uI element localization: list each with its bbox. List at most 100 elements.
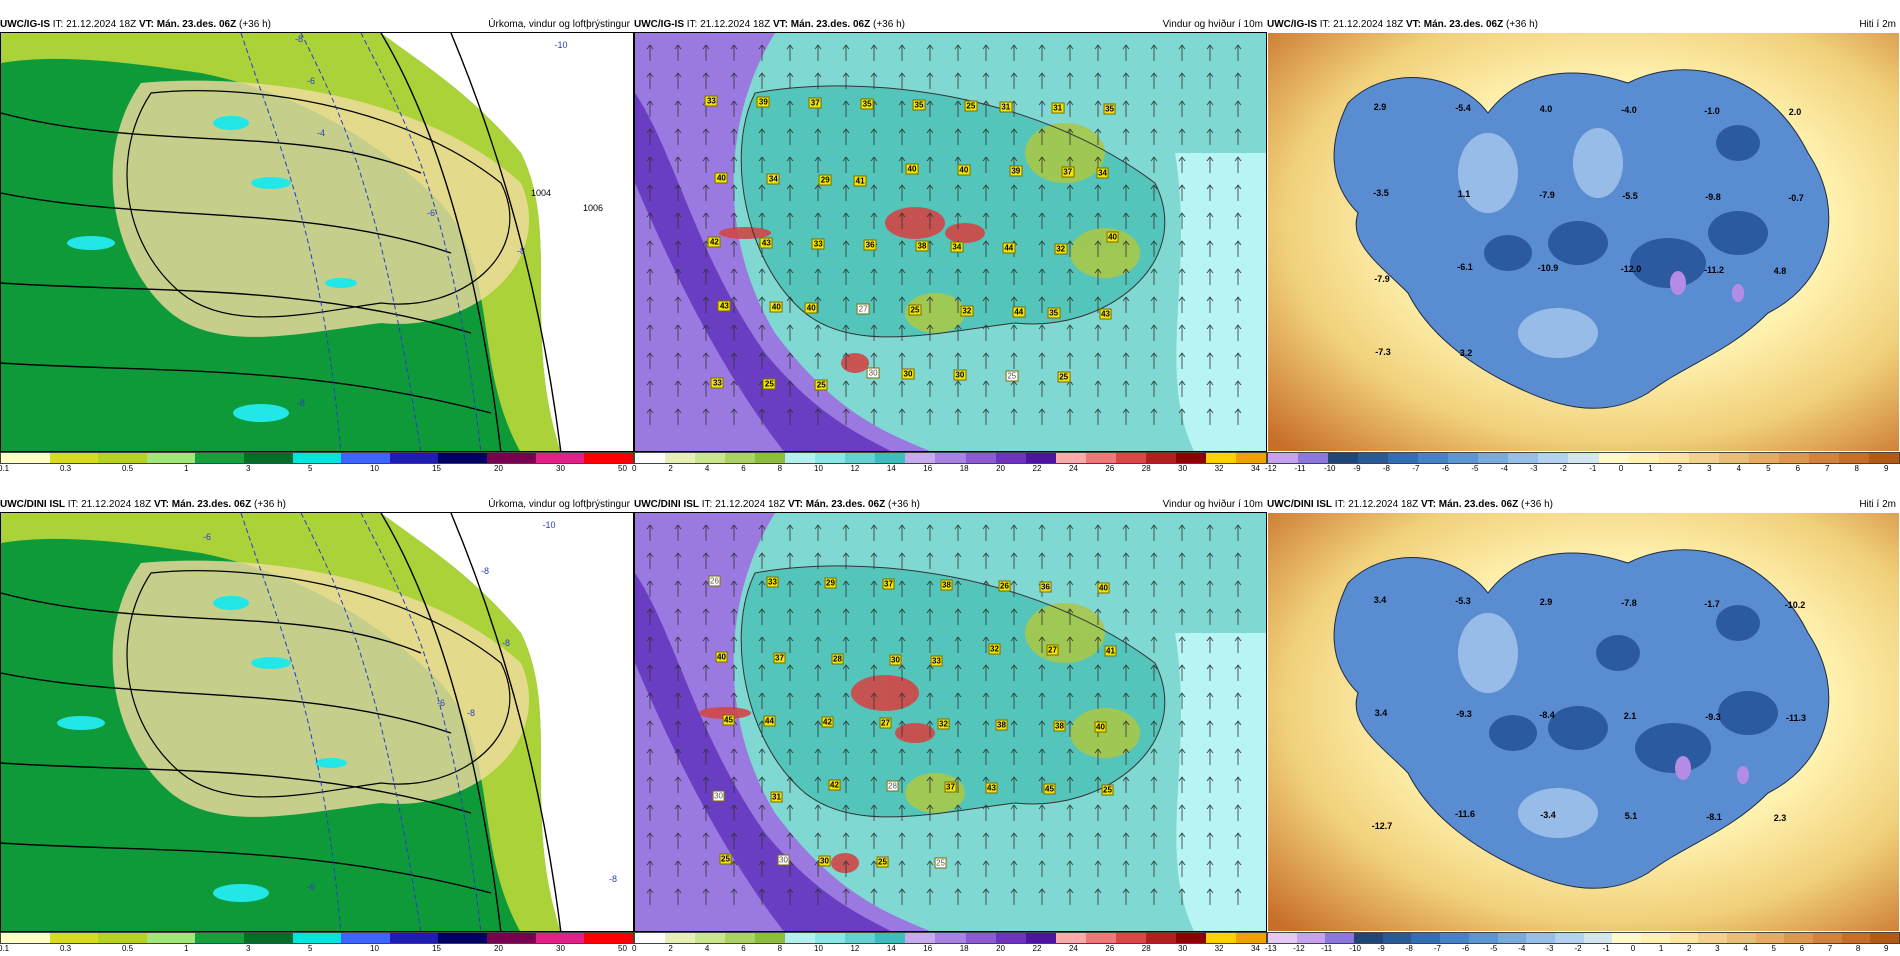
wind-arrow bbox=[814, 72, 822, 89]
colorbar-tick-label: 7 bbox=[1827, 944, 1833, 953]
wind-arrow bbox=[702, 212, 710, 229]
gust-value: 25 bbox=[908, 304, 922, 316]
gust-value: 25 bbox=[719, 853, 732, 865]
wind-arrow bbox=[1094, 72, 1102, 89]
wind-arrow bbox=[842, 860, 850, 877]
valid-time-label: VT: Mán. 23.des. 06Z bbox=[138, 19, 237, 30]
wind-arrow bbox=[702, 580, 710, 597]
wind-arrow bbox=[730, 608, 738, 625]
wind-arrow bbox=[786, 804, 794, 821]
temperature-value: -6.1 bbox=[1457, 262, 1473, 272]
wind-arrow bbox=[646, 748, 654, 765]
wind-arrow bbox=[1038, 240, 1046, 257]
colorbar-swatch bbox=[815, 453, 846, 463]
wind-arrow bbox=[1234, 324, 1242, 341]
wind-arrow bbox=[786, 664, 794, 681]
wind-arrow bbox=[870, 72, 878, 89]
colorbar-swatch bbox=[695, 453, 726, 463]
wind-arrow bbox=[898, 608, 906, 625]
colorbar-tick-label: 30 bbox=[1178, 464, 1188, 473]
precip-map[interactable]: -10 -8 -6 -8 -8 -6 -8 -6 bbox=[0, 512, 634, 932]
wind-arrow bbox=[674, 240, 682, 257]
gust-value: 30 bbox=[866, 367, 880, 379]
wind-arrow bbox=[1150, 100, 1158, 117]
wind-arrow bbox=[814, 524, 822, 541]
gust-value: 30 bbox=[889, 654, 902, 666]
wind-arrow bbox=[1122, 524, 1130, 541]
wind-arrow bbox=[1066, 776, 1074, 793]
colorbar-tick-label: 3 bbox=[246, 464, 251, 473]
valid-time-label: VT: Mán. 23.des. 06Z bbox=[153, 499, 252, 510]
wind-arrow bbox=[898, 888, 906, 905]
wind-arrow bbox=[1010, 608, 1018, 625]
wind-arrow bbox=[982, 748, 990, 765]
wind-arrow bbox=[1122, 100, 1130, 117]
colorbar-swatch bbox=[1354, 933, 1383, 943]
colorbar-tick-label: 6 bbox=[741, 944, 746, 953]
colorbar-tick-label: -1 bbox=[1589, 464, 1597, 473]
wind-arrow bbox=[1150, 860, 1158, 877]
wind-arrow bbox=[702, 720, 710, 737]
wind-arrow bbox=[758, 804, 766, 821]
panel-header: UWC/IG-IS IT: 21.12.2024 18Z VT: Mán. 23… bbox=[0, 18, 271, 32]
wind-arrow bbox=[1234, 184, 1242, 201]
wind-arrow bbox=[1010, 552, 1018, 569]
colorbar-tick-label: 8 bbox=[1854, 464, 1859, 473]
mild-inland-zones bbox=[1458, 128, 1623, 358]
wind-arrow bbox=[898, 664, 906, 681]
wind-arrow bbox=[786, 552, 794, 569]
wind-arrow bbox=[954, 212, 962, 229]
wind-arrow bbox=[1234, 804, 1242, 821]
wind-arrow bbox=[1066, 128, 1074, 145]
temperature-map[interactable]: 2.9 -5.4 4.0 -4.0 -1.0 2.0 -3.5 1.1 -7.9 -5.5 -9.8… bbox=[1267, 32, 1900, 452]
wind-arrow bbox=[1094, 608, 1102, 625]
colorbar-swatch bbox=[341, 933, 390, 943]
wind-map[interactable]: 33 39 37 35 35 25 31 31 35 40 34 29 41 40 40 39 37 34 42 43… bbox=[634, 32, 1267, 452]
wind-arrow bbox=[842, 608, 850, 625]
colorbar-swatch bbox=[875, 933, 906, 943]
model-label: UWC/IG-IS bbox=[1267, 19, 1317, 30]
wind-arrow bbox=[1122, 664, 1130, 681]
wind-arrow bbox=[870, 128, 878, 145]
temperature-value: -7.3 bbox=[1375, 347, 1391, 357]
wind-arrow bbox=[786, 380, 794, 397]
temperature-map[interactable]: 3.4 -5.3 2.9 -7.8 -1.7 -10.2 3.4 -9.3 -8.4 2.1 -9.… bbox=[1267, 512, 1900, 932]
init-time-label: IT: 21.12.2024 18Z bbox=[67, 499, 152, 510]
precip-map[interactable]: -10 -8 -6 -4 -8 -6 -8 1004 1006 bbox=[0, 32, 634, 452]
wind-arrow bbox=[1122, 832, 1130, 849]
wind-arrow bbox=[898, 44, 906, 61]
temperature-value: -4.0 bbox=[1621, 105, 1637, 115]
wind-arrow bbox=[1066, 608, 1074, 625]
wind-arrow bbox=[982, 580, 990, 597]
gust-value: 34 bbox=[1096, 167, 1109, 179]
wind-map[interactable]: 26 33 29 37 38 26 36 40 40 37 28 30 33 32 27 41 45 44 42 27… bbox=[634, 512, 1267, 932]
colorbar-tick-label: 26 bbox=[1105, 464, 1115, 473]
panel-title: Vindur og hviður í 10m bbox=[1162, 499, 1263, 510]
colorbar-swatch bbox=[965, 933, 996, 943]
wind-arrow bbox=[1094, 324, 1102, 341]
wind-arrow bbox=[1206, 156, 1214, 173]
wind-arrow bbox=[1094, 296, 1102, 313]
wind-arrow bbox=[954, 776, 962, 793]
wind-arrow bbox=[842, 692, 850, 709]
temperature-value: 2.1 bbox=[1623, 711, 1637, 721]
wind-arrow bbox=[1234, 832, 1242, 849]
wind-arrow bbox=[1094, 352, 1102, 369]
wind-arrow bbox=[1094, 240, 1102, 257]
colorbar-swatch bbox=[785, 453, 816, 463]
wind-arrow bbox=[982, 608, 990, 625]
colorbar-swatch bbox=[1268, 933, 1297, 943]
wind-arrow bbox=[1038, 352, 1046, 369]
temperature-value: -10.9 bbox=[1537, 263, 1559, 273]
wind-arrow bbox=[1234, 664, 1242, 681]
wind-arrow bbox=[1010, 748, 1018, 765]
wind-arrow bbox=[814, 608, 822, 625]
wind-arrow bbox=[1066, 580, 1074, 597]
wind-arrow bbox=[954, 128, 962, 145]
colorbar-tick-label: 32 bbox=[1214, 464, 1224, 473]
wind-arrow bbox=[870, 324, 878, 341]
wind-arrow bbox=[814, 748, 822, 765]
colorbar-swatch bbox=[1025, 933, 1056, 943]
wind-arrow bbox=[730, 212, 738, 229]
colorbar-swatch bbox=[1448, 453, 1479, 463]
